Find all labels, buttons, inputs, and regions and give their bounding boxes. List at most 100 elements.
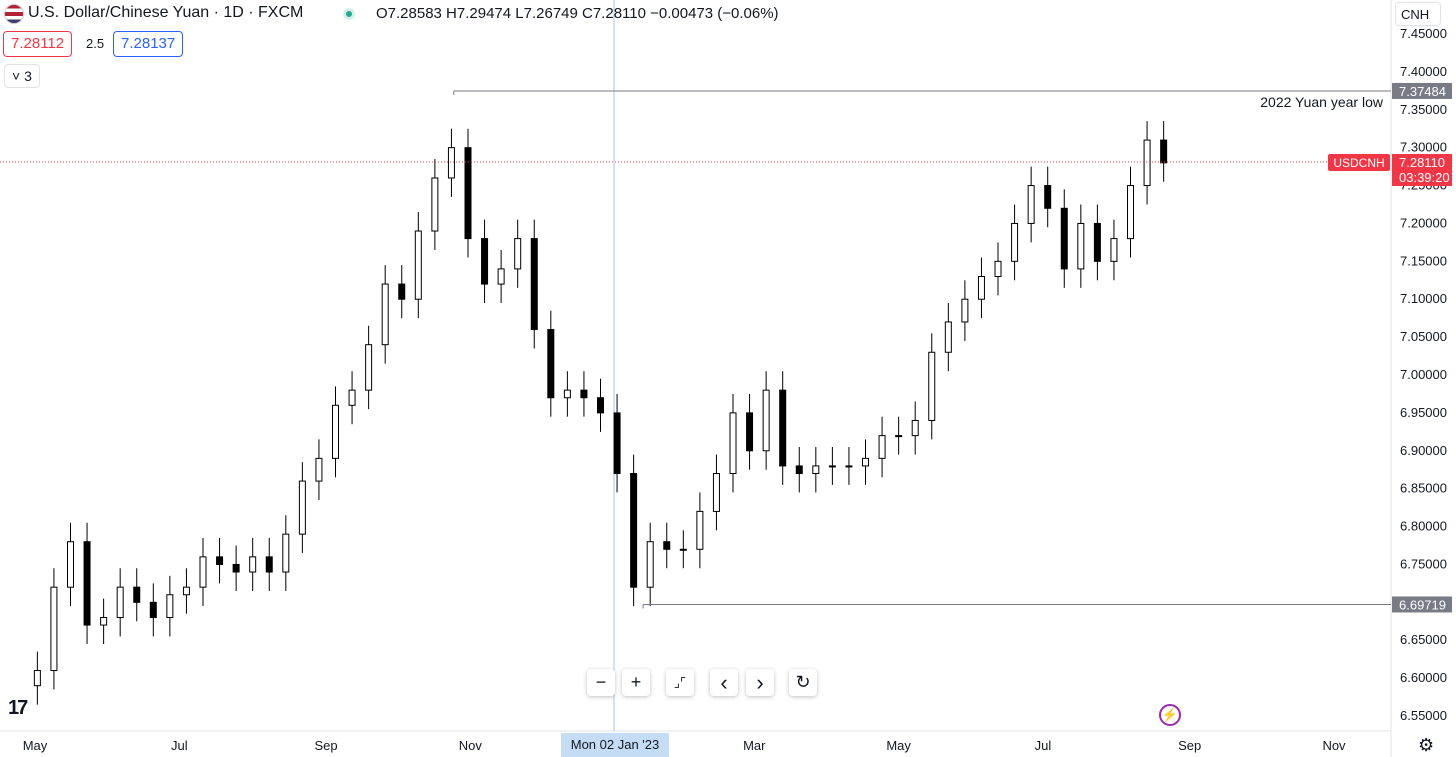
y-tick-label: 6.60000: [1400, 670, 1447, 685]
candle-down: [232, 563, 240, 573]
reset-chart-button[interactable]: ↻: [789, 669, 817, 696]
candle-down: [547, 329, 555, 399]
candle-down: [630, 473, 638, 588]
candle-down: [464, 147, 472, 240]
x-tick-label: Nov: [1322, 738, 1346, 753]
last-price-box: [1392, 153, 1452, 186]
candle-up: [1027, 185, 1035, 224]
zoom-out-button[interactable]: −: [587, 669, 615, 696]
candle-up: [1011, 222, 1019, 262]
ohlc-values: O7.28583 H7.29474 L7.26749 C7.28110 −0.0…: [376, 5, 779, 22]
x-tick-label: Nov: [459, 738, 483, 753]
candle-up: [911, 419, 919, 437]
candle-down: [481, 238, 489, 285]
candle-up: [282, 533, 290, 573]
tradingview-logo-icon[interactable]: 17: [8, 697, 28, 719]
candle-down: [216, 556, 224, 565]
candle-up: [182, 586, 190, 596]
y-tick-label: 7.45000: [1400, 26, 1447, 41]
candle-up: [563, 389, 571, 399]
level-price-label: 6.69719: [1399, 597, 1446, 612]
candle-up: [895, 435, 903, 438]
candle-up: [1127, 185, 1135, 240]
y-tick-label: 7.20000: [1400, 215, 1447, 230]
candle-up: [878, 435, 886, 459]
candle-down: [265, 556, 273, 573]
candle-up: [497, 268, 505, 285]
candle-up: [348, 389, 356, 406]
candle-up: [166, 594, 174, 618]
candle-up: [414, 230, 422, 300]
candle-down: [779, 389, 787, 467]
time-axis[interactable]: May Jul Sep Nov Mar May Jul Sep Nov: [23, 738, 1346, 753]
scroll-right-button[interactable]: ›: [746, 669, 774, 696]
candle-up: [331, 404, 339, 459]
y-tick-label: 7.15000: [1400, 253, 1447, 268]
scroll-left-button[interactable]: ‹: [710, 669, 738, 696]
y-tick-label: 7.00000: [1400, 367, 1447, 382]
candle-down: [83, 541, 91, 626]
candle-up: [249, 556, 257, 573]
indicators-toggle-button[interactable]: ˅ 3: [4, 64, 40, 88]
y-tick-label: 6.85000: [1400, 481, 1447, 496]
candle-down: [530, 238, 538, 331]
candle-down: [1093, 222, 1101, 262]
reset-scale-button[interactable]: ⌟⌜: [666, 669, 694, 696]
candle-up: [298, 480, 306, 535]
level-lines: [453, 90, 1391, 609]
lightning-icon[interactable]: ⚡: [1159, 704, 1181, 726]
y-tick-label: 6.80000: [1400, 519, 1447, 534]
candle-up: [977, 275, 985, 300]
candle-up: [116, 586, 124, 618]
candle-down: [663, 541, 671, 550]
candle-up: [514, 238, 522, 270]
y-tick-label: 7.30000: [1400, 140, 1447, 155]
zoom-in-button[interactable]: +: [622, 669, 650, 696]
candle-up: [646, 541, 654, 588]
y-tick-label: 6.95000: [1400, 405, 1447, 420]
y-tick-label: 6.55000: [1400, 708, 1447, 723]
candle-up: [66, 541, 74, 588]
y-tick-label: 7.35000: [1400, 102, 1447, 117]
candle-down: [398, 283, 406, 300]
y-tick-label: 7.10000: [1400, 291, 1447, 306]
level-price-box: [1392, 596, 1452, 613]
candle-up: [431, 177, 439, 232]
symbol-tag-box: [1328, 153, 1390, 171]
candle-up: [828, 465, 836, 468]
candle-up: [961, 298, 969, 323]
countdown-label: 03:39:20: [1399, 170, 1450, 185]
candle-down: [149, 601, 157, 618]
candle-up: [994, 260, 1002, 277]
market-status-icon[interactable]: [343, 8, 355, 20]
candle-down: [133, 586, 141, 603]
candle-up: [845, 465, 853, 468]
sell-price-button[interactable]: 7.28112: [3, 31, 73, 57]
candle-series: [33, 121, 1168, 705]
x-tick-label: May: [886, 738, 911, 753]
symbol-tag-label: USDCNH: [1333, 156, 1384, 170]
buy-price-button[interactable]: 7.28137: [113, 31, 184, 57]
candle-down: [580, 389, 588, 399]
candle-up: [33, 670, 41, 687]
candle-down: [795, 465, 803, 475]
candle-down: [1044, 185, 1052, 209]
x-tick-label: May: [23, 738, 48, 753]
x-tick-label: Sep: [314, 738, 337, 753]
symbol-title[interactable]: U.S. Dollar/Chinese Yuan · 1D · FXCM: [28, 4, 304, 21]
candle-up: [1110, 238, 1118, 262]
price-axis[interactable]: 7.450007.400007.350007.300007.250007.200…: [1400, 26, 1447, 723]
x-tick-label: Jul: [171, 738, 188, 753]
x-tick-label: Mar: [743, 738, 766, 753]
candle-down: [597, 397, 605, 414]
candle-up: [447, 147, 455, 179]
candle-up: [696, 510, 704, 550]
currency-selector[interactable]: CNH: [1395, 2, 1441, 26]
last-price-label: 7.28110: [1399, 155, 1445, 170]
gear-icon[interactable]: ⚙: [1418, 735, 1435, 755]
y-tick-label: 7.05000: [1400, 329, 1447, 344]
candle-up: [100, 616, 108, 626]
level-price-label: 7.37484: [1399, 84, 1446, 99]
y-tick-label: 7.40000: [1400, 64, 1447, 79]
